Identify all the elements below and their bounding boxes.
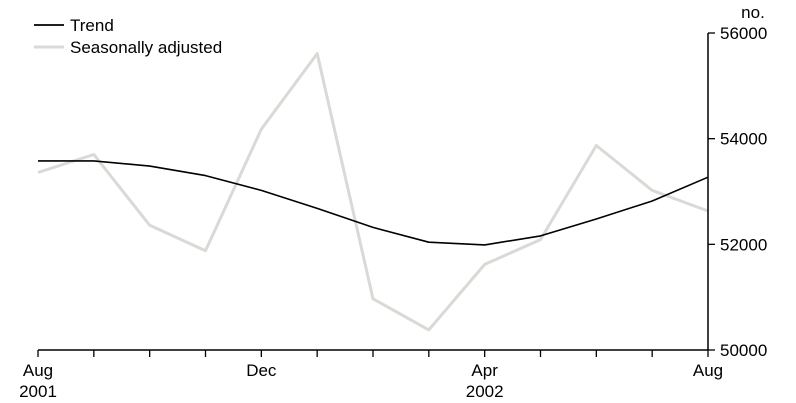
legend: Trend Seasonally adjusted xyxy=(34,16,222,57)
y-tick-label: 54000 xyxy=(720,130,767,149)
x-tick-year-label: 2001 xyxy=(19,382,57,401)
y-axis-unit: no. xyxy=(741,3,765,22)
y-tick-label: 52000 xyxy=(720,235,767,254)
x-tick-label: Apr xyxy=(471,361,498,380)
series-line-trend xyxy=(38,160,709,246)
x-tick-label: Aug xyxy=(693,361,723,380)
axes xyxy=(38,33,709,351)
series-lines xyxy=(37,52,709,332)
y-ticks: 50000 52000 54000 56000 xyxy=(708,24,767,360)
series-line-seasonally-adjusted xyxy=(37,52,709,332)
legend-label: Seasonally adjusted xyxy=(70,38,222,57)
y-tick-label: 50000 xyxy=(720,341,767,360)
x-tick-label: Dec xyxy=(246,361,277,380)
x-tick-label: Aug xyxy=(23,361,53,380)
x-tick-year-label: 2002 xyxy=(466,382,504,401)
legend-label: Trend xyxy=(70,16,114,35)
y-tick-label: 56000 xyxy=(720,24,767,43)
x-ticks: Aug 2001 Dec Apr 2002 Aug xyxy=(19,350,723,401)
